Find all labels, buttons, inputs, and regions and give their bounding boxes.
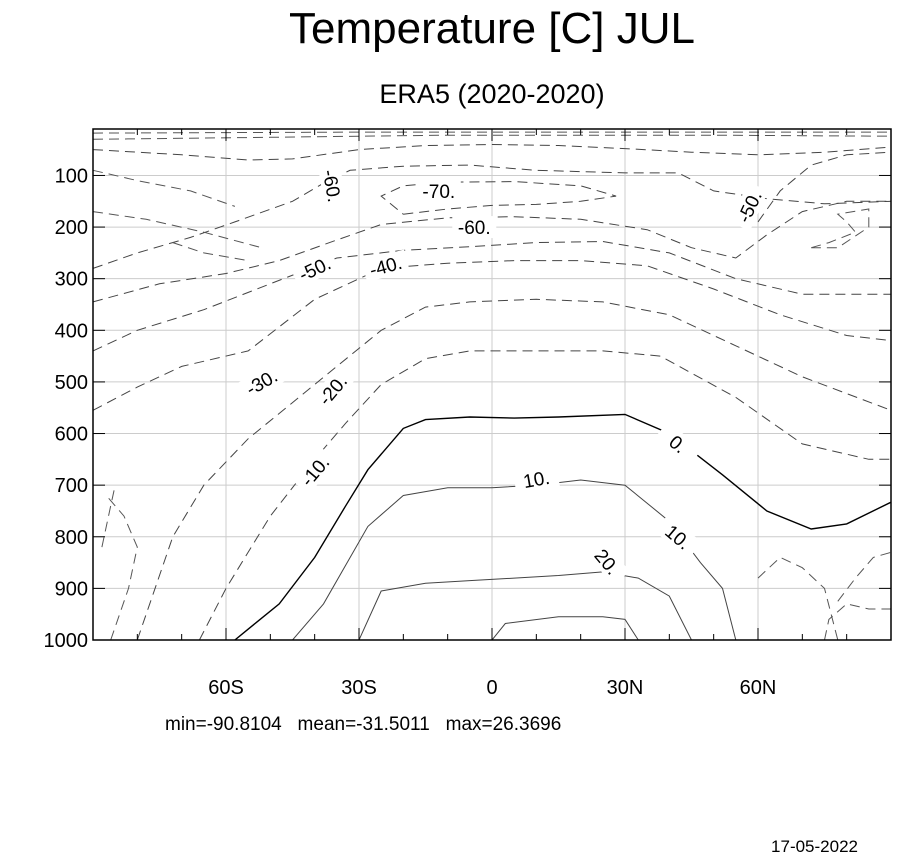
y-tick-label: 100 — [55, 165, 88, 187]
y-tick-label: 400 — [55, 320, 88, 342]
contour-line — [491, 616, 639, 641]
contour-line — [757, 151, 892, 223]
y-tick-label: 1000 — [44, 630, 89, 652]
x-tick-label: 0 — [486, 677, 497, 699]
contour-line-unlabeled — [101, 485, 116, 548]
date-stamp: 17-05-2022 — [771, 837, 858, 856]
contour-labels: 20.10.10.0.-10.-20.-30.-40.-50.-60.-70.-… — [236, 162, 769, 586]
contour-label-bg — [416, 179, 461, 202]
contour-line-unlabeled — [92, 169, 236, 207]
y-tick-label: 200 — [55, 217, 88, 239]
chart-subtitle: ERA5 (2020-2020) — [379, 79, 604, 109]
contour-line — [136, 298, 892, 641]
contour-line-unlabeled — [811, 208, 870, 249]
contour-line — [92, 260, 892, 411]
contour-label-bg — [309, 365, 355, 414]
contour-line-unlabeled — [824, 603, 891, 641]
contour-line-unlabeled — [92, 211, 262, 249]
contour-line — [198, 350, 891, 641]
contour-line-unlabeled — [757, 556, 839, 641]
contour-line — [358, 571, 692, 641]
contour-line-unlabeled — [105, 495, 138, 641]
contour-label-bg — [452, 216, 497, 239]
contour-label: -40. — [367, 253, 404, 282]
x-tick-label: 30N — [607, 677, 644, 699]
contour-label-bg — [236, 361, 287, 403]
contour-label-bg — [512, 464, 560, 494]
contour-label: -60. — [458, 218, 491, 239]
contour-line — [92, 143, 892, 161]
contour-line-unlabeled — [172, 242, 249, 262]
contour-label-bg — [290, 249, 340, 288]
y-tick-label: 300 — [55, 269, 88, 291]
y-tick-label: 900 — [55, 578, 88, 600]
contour-line — [380, 181, 617, 215]
x-tick-label: 30S — [341, 677, 377, 699]
contour-label: -60. — [318, 168, 344, 204]
contour-label-bg — [654, 514, 703, 560]
contour-line — [92, 240, 891, 352]
contour-line — [234, 413, 892, 641]
contour-label-bg — [654, 421, 703, 467]
y-tick-label: 600 — [55, 424, 88, 446]
contour-line-unlabeled — [837, 551, 892, 602]
y-tick-label: 500 — [55, 372, 88, 394]
contour-label-bg — [584, 537, 630, 586]
y-tick-label: 700 — [55, 475, 88, 497]
x-tick-label: 60S — [208, 677, 244, 699]
contour-label: -70. — [422, 182, 455, 203]
axis-ticks: 60S 30S 0 30N 60N 100 200 300 400 500 600 700 800 900… — [44, 129, 891, 699]
chart-title: Temperature [C] JUL — [289, 4, 695, 53]
contour-label-bg — [292, 446, 338, 495]
y-tick-label: 800 — [55, 527, 88, 549]
grid-lines — [93, 129, 891, 641]
x-tick-label: 60N — [740, 677, 777, 699]
plot-frame — [92, 128, 892, 641]
contour-line — [92, 200, 891, 303]
contour-label-bg — [317, 162, 348, 210]
contour-label-bg — [729, 181, 769, 232]
contour-label: 10. — [522, 468, 552, 493]
contour-label-bg — [361, 249, 410, 283]
stats-line: min=-90.8104 mean=-31.5011 max=26.3696 — [165, 714, 561, 735]
